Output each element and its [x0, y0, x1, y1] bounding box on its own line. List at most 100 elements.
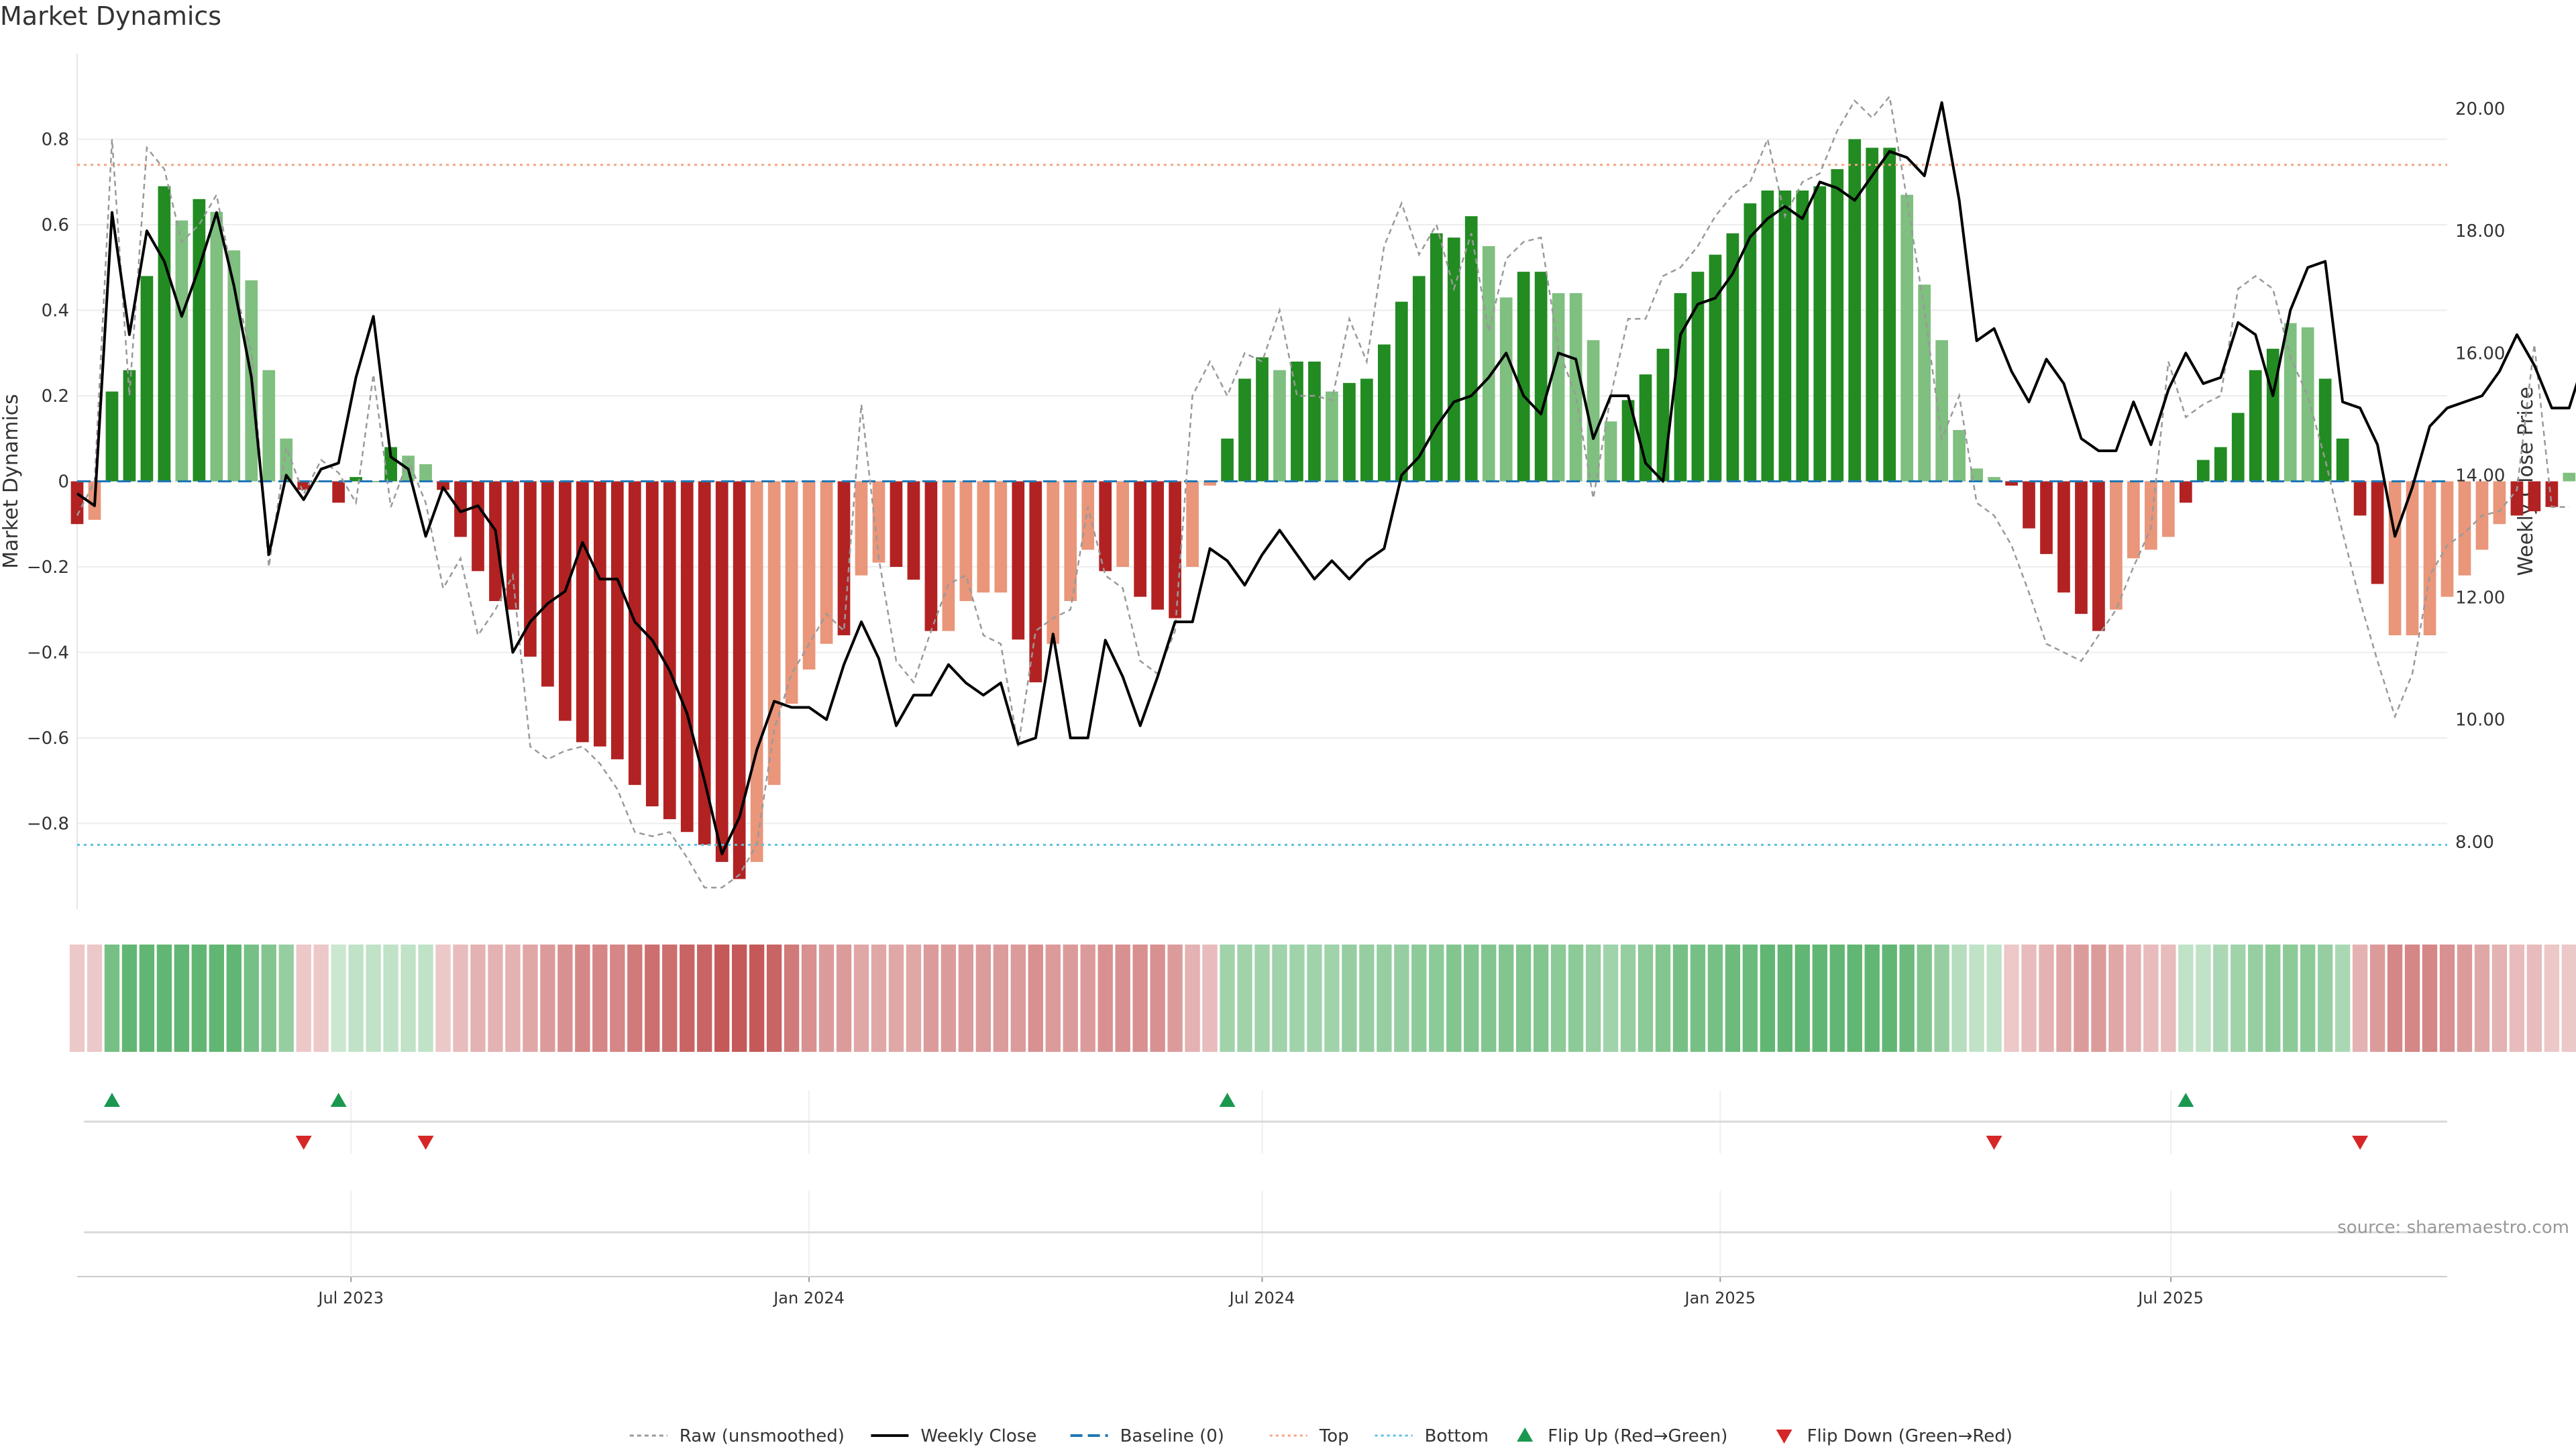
ribbon-cell [2004, 945, 2019, 1052]
ribbon-cell [1010, 945, 1026, 1052]
dynamics-bar [680, 481, 694, 833]
dynamics-bar [2179, 481, 2192, 503]
ribbon-cell [1429, 945, 1444, 1052]
ribbon-cell [523, 945, 538, 1052]
y-axis-title: Market Dynamics [0, 394, 23, 569]
ribbon-cell [296, 945, 311, 1052]
dynamics-bar [907, 481, 920, 580]
ribbon-cell [1742, 945, 1758, 1052]
ribbon-cell [1097, 945, 1113, 1052]
dynamics-bar [2353, 481, 2367, 516]
ribbon-cell [1690, 945, 1706, 1052]
ribbon-layer [69, 945, 2576, 1052]
ribbon-cell [261, 945, 276, 1052]
dynamics-bar [2336, 438, 2349, 482]
dynamics-bar [1151, 481, 1164, 610]
ribbon-cell [1115, 945, 1130, 1052]
legend-label: Flip Up (Red→Green) [1548, 1426, 1727, 1446]
dynamics-bar [559, 481, 572, 721]
dynamics-bar [2023, 481, 2035, 529]
legend-swatch-flip-up [1517, 1428, 1534, 1442]
dynamics-bar [2458, 481, 2471, 576]
ribbon-cell [2231, 945, 2246, 1052]
dynamics-bar [1935, 340, 1948, 482]
ribbon-cell [226, 945, 241, 1052]
dynamics-bar [1169, 481, 1181, 619]
ribbon-cell [2369, 945, 2385, 1052]
dynamics-bar [1099, 481, 1112, 572]
ribbon-cell [941, 945, 957, 1052]
ribbon-cell [610, 945, 625, 1052]
ribbon-cell [1760, 945, 1776, 1052]
dynamics-bar [1029, 481, 1042, 683]
dynamics-bar [2440, 481, 2454, 597]
dynamics-bar [1656, 348, 1670, 482]
dynamics-bar [1726, 233, 1739, 482]
raw-series-line [76, 94, 2569, 889]
dynamics-bar [767, 481, 781, 786]
ribbon-cell [784, 945, 800, 1052]
dynamics-bar [1953, 430, 1966, 482]
ribbon-cell [1934, 945, 1949, 1052]
dynamics-bar [1604, 421, 1617, 482]
dynamics-bar [645, 481, 659, 806]
dynamics-bar [2110, 481, 2123, 610]
legend-label: Flip Down (Green→Red) [1807, 1426, 2012, 1446]
close-series-layer [76, 101, 2576, 855]
dynamics-bar [1134, 481, 1147, 597]
dynamics-bar [872, 481, 885, 563]
dynamics-bar [2406, 481, 2419, 635]
ribbon-cell [1638, 945, 1654, 1052]
reference-lines [77, 164, 2447, 846]
ribbon-cell [592, 945, 608, 1052]
dynamics-bar [140, 276, 154, 482]
x-tick-label: Jan 2025 [1683, 1289, 1756, 1307]
dynamics-bar [959, 481, 973, 601]
dynamics-bar [384, 447, 397, 482]
ribbon-cell [1672, 945, 1688, 1052]
ribbon-cell [1028, 945, 1043, 1052]
ribbon-cell [1220, 945, 1235, 1052]
x-tick-label: Jul 2025 [2137, 1289, 2204, 1307]
ribbon-cell [69, 945, 85, 1052]
dynamics-bar [1464, 216, 1478, 482]
ribbon-cell [714, 945, 730, 1052]
y-tick-label: −0.4 [27, 643, 69, 663]
dynamics-bar [733, 481, 746, 879]
legend-item-raw: Raw (unsmoothed) [629, 1426, 845, 1446]
ribbon-cell [1899, 945, 1915, 1052]
dynamics-bar [2371, 481, 2384, 584]
ribbon-cell [2143, 945, 2159, 1052]
y2-tick-label: 16.00 [2455, 343, 2505, 364]
ribbon-cell [278, 945, 294, 1052]
ribbon-cell [2474, 945, 2490, 1052]
ribbon-cell [1499, 945, 1514, 1052]
dynamics-bar [1848, 139, 1862, 482]
ribbon-cell [2561, 945, 2576, 1052]
ribbon-cell [418, 945, 433, 1052]
dynamics-bar [1621, 400, 1635, 482]
ribbon-cell [435, 945, 451, 1052]
dynamics-bar [297, 481, 311, 490]
ribbon-cell [209, 945, 224, 1052]
dynamics-bar [262, 370, 276, 482]
ribbon-cell [470, 945, 486, 1052]
dynamics-bar [890, 481, 903, 567]
ribbon-cell [1237, 945, 1252, 1052]
dynamics-bar [2563, 472, 2576, 482]
dynamics-bar [855, 481, 868, 576]
dynamics-bar [1970, 468, 1983, 482]
ribbon-cell [191, 945, 207, 1052]
ribbon-cell [1185, 945, 1200, 1052]
dynamics-bar [750, 481, 763, 862]
flip-up-marker [1219, 1093, 1236, 1107]
dynamics-bar [1360, 378, 1373, 482]
ribbon-cell [1585, 945, 1601, 1052]
dynamics-bar [1273, 370, 1286, 482]
ribbon-cell [1272, 945, 1287, 1052]
ribbon-cell [174, 945, 190, 1052]
ribbon-cell [2352, 945, 2368, 1052]
ribbon-cell [1777, 945, 1793, 1052]
flip-up-marker [2178, 1093, 2194, 1107]
dynamics-bar [1552, 293, 1565, 482]
